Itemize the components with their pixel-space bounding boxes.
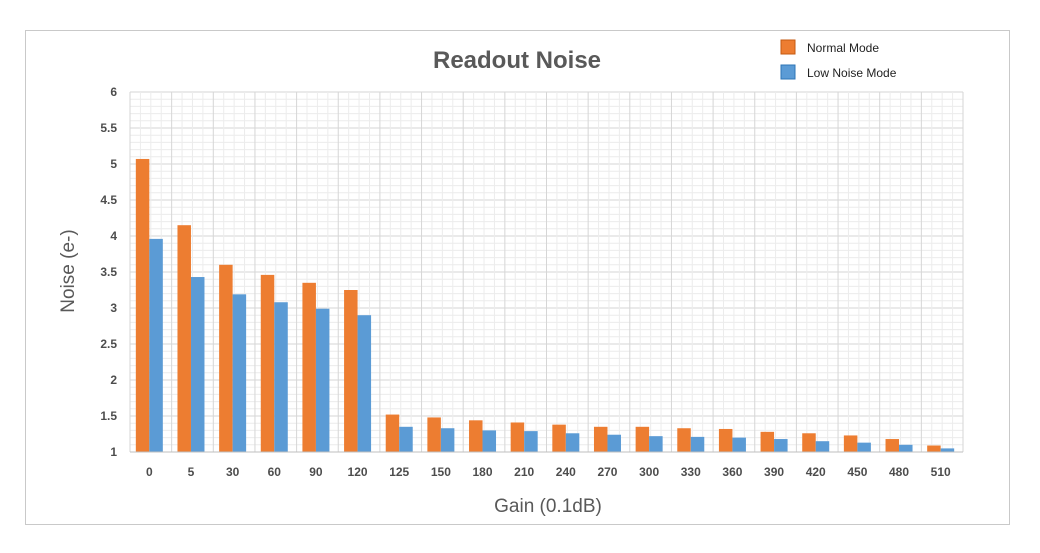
bar-normal-mode — [843, 435, 858, 452]
bar-low-noise-mode — [690, 436, 705, 452]
bars — [135, 158, 955, 452]
x-tick-label: 390 — [764, 465, 784, 479]
y-axis-title: Noise (e-) — [58, 229, 79, 312]
bar-normal-mode — [552, 424, 566, 452]
x-tick-label: 420 — [806, 465, 826, 479]
bar-normal-mode — [760, 431, 775, 452]
bar-low-noise-mode — [899, 444, 913, 452]
legend-swatch-low-noise-mode — [780, 64, 796, 80]
y-tick-label: 5 — [110, 157, 117, 171]
bar-normal-mode — [260, 274, 275, 452]
y-tick-label: 2 — [110, 373, 117, 387]
bar-low-noise-mode — [565, 433, 580, 452]
bar-low-noise-mode — [482, 430, 497, 452]
legend-swatch-normal-mode — [780, 39, 796, 55]
bar-low-noise-mode — [399, 426, 413, 452]
x-tick-label: 180 — [473, 465, 493, 479]
bar-low-noise-mode — [149, 238, 163, 452]
bar-low-noise-mode — [357, 315, 372, 452]
x-tick-label: 480 — [889, 465, 909, 479]
y-tick-label: 2.5 — [100, 337, 117, 351]
bar-low-noise-mode — [815, 441, 830, 452]
y-tick-label: 5.5 — [100, 121, 117, 135]
bar-low-noise-mode — [232, 294, 247, 452]
x-tick-label: 150 — [431, 465, 451, 479]
bar-normal-mode — [885, 439, 900, 452]
y-tick-label: 1 — [110, 445, 117, 459]
x-tick-label: 0 — [146, 465, 153, 479]
x-tick-label: 330 — [681, 465, 701, 479]
bar-normal-mode — [802, 433, 816, 452]
bar-normal-mode — [344, 290, 358, 452]
x-tick-label: 510 — [931, 465, 951, 479]
y-tick-label: 6 — [110, 85, 117, 99]
bar-normal-mode — [635, 426, 650, 452]
x-tick-label: 240 — [556, 465, 576, 479]
x-tick-label: 60 — [268, 465, 282, 479]
bar-low-noise-mode — [940, 448, 955, 452]
bar-normal-mode — [927, 445, 941, 452]
bar-normal-mode — [469, 420, 483, 452]
bar-low-noise-mode — [190, 277, 205, 452]
x-tick-label: 450 — [847, 465, 867, 479]
bar-low-noise-mode — [440, 428, 455, 452]
x-tick-label: 270 — [597, 465, 617, 479]
x-tick-label: 90 — [309, 465, 323, 479]
legend-label-normal-mode: Normal Mode — [807, 41, 879, 55]
bar-normal-mode — [219, 264, 233, 452]
x-axis-title: Gain (0.1dB) — [494, 496, 602, 517]
bar-normal-mode — [427, 417, 441, 452]
axes: 11.522.533.544.555.560 5 30 60 90 120 125 150 18… — [100, 85, 963, 479]
bar-low-noise-mode — [524, 431, 538, 452]
bar-low-noise-mode — [649, 436, 663, 452]
bar-low-noise-mode — [274, 302, 288, 452]
chart-title: Readout Noise — [433, 47, 601, 74]
bar-normal-mode — [510, 422, 525, 452]
bar-normal-mode — [718, 428, 733, 452]
bar-low-noise-mode — [857, 442, 871, 452]
bar-normal-mode — [177, 225, 191, 452]
bar-normal-mode — [677, 428, 691, 452]
grid — [129, 91, 964, 453]
x-tick-label: 210 — [514, 465, 534, 479]
y-tick-label: 3.5 — [100, 265, 117, 279]
x-tick-label: 360 — [722, 465, 742, 479]
bar-low-noise-mode — [607, 434, 621, 452]
x-tick-label: 30 — [226, 465, 240, 479]
bar-low-noise-mode — [315, 308, 330, 452]
x-tick-label: 5 — [188, 465, 195, 479]
legend-label-low-noise-mode: Low Noise Mode — [807, 66, 897, 80]
y-tick-label: 4 — [110, 229, 117, 243]
y-tick-label: 4.5 — [100, 193, 117, 207]
bar-normal-mode — [593, 426, 608, 452]
y-tick-label: 3 — [110, 301, 117, 315]
y-tick-label: 1.5 — [100, 409, 117, 423]
x-tick-label: 300 — [639, 465, 659, 479]
bar-low-noise-mode — [774, 439, 788, 452]
bar-low-noise-mode — [732, 437, 746, 452]
bar-normal-mode — [135, 158, 150, 452]
x-tick-label: 120 — [348, 465, 368, 479]
bar-normal-mode — [302, 282, 316, 452]
bar-normal-mode — [385, 414, 400, 452]
x-tick-label: 125 — [389, 465, 409, 479]
legend: Normal Mode Low Noise Mode — [780, 39, 897, 80]
